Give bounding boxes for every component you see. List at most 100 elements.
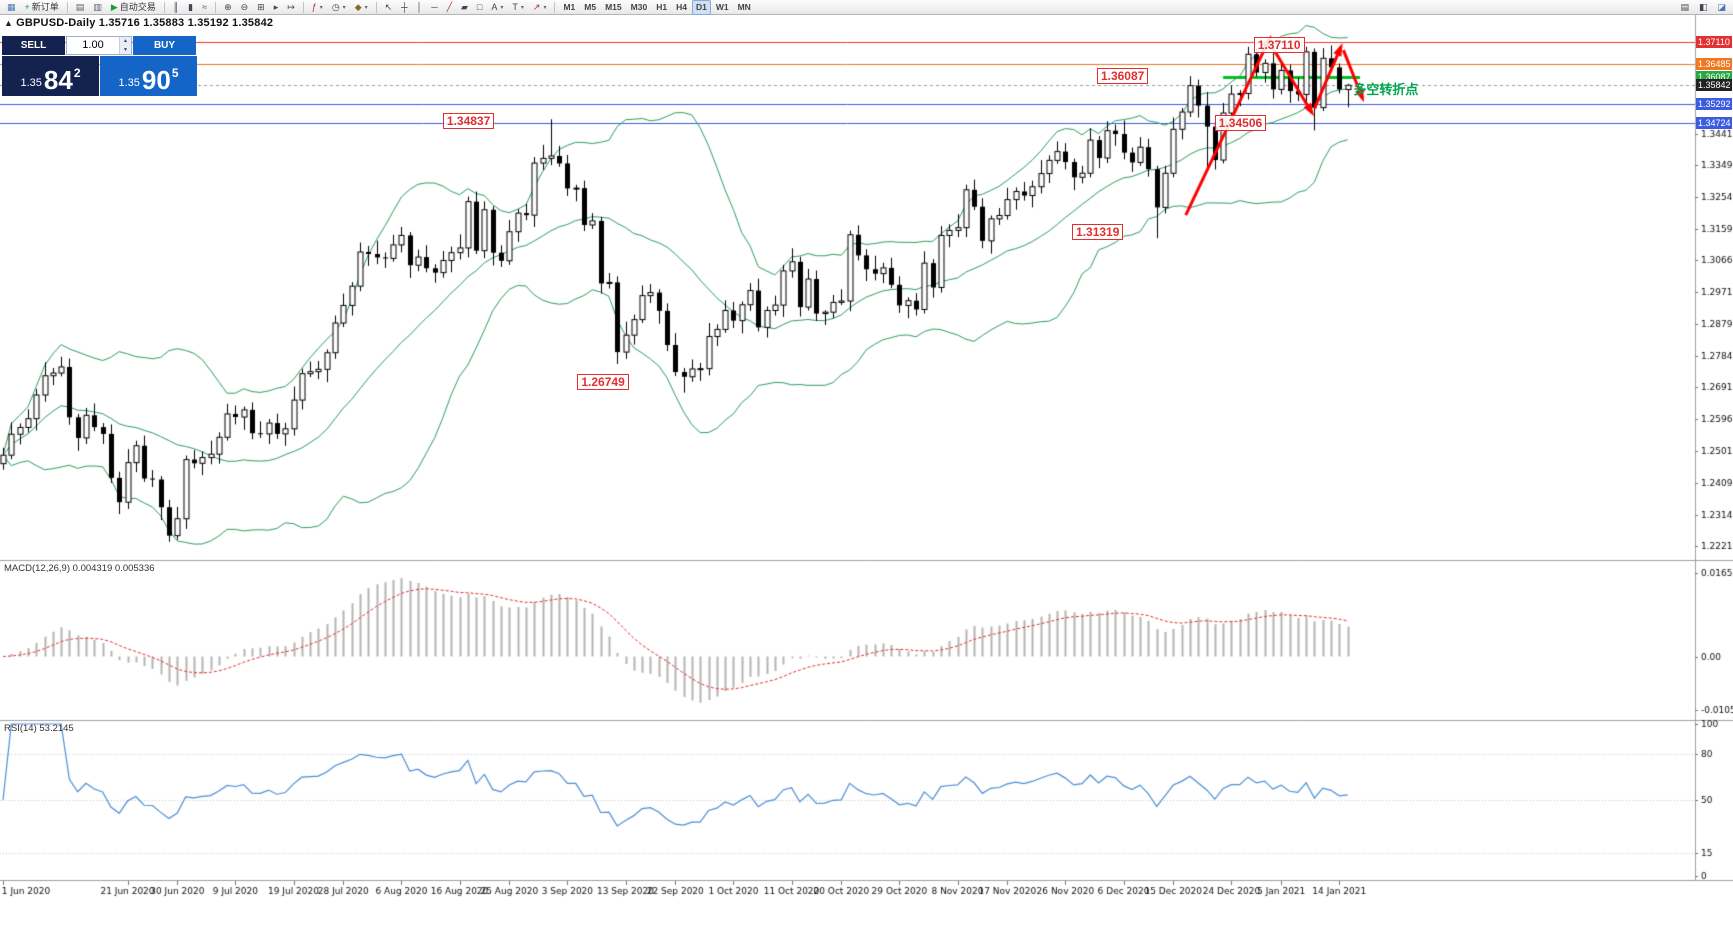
axis-price-tag: 1.35842 xyxy=(1696,79,1732,92)
ask-price-prefix: 1.35 xyxy=(118,77,140,89)
horizontal-line-icon[interactable]: ─ xyxy=(427,0,441,15)
zoom-out-icon[interactable]: ⊖ xyxy=(237,0,253,15)
app-icon: ▦ xyxy=(7,1,16,12)
window-layout-icon: ◧ xyxy=(1698,1,1708,12)
text-icon: A xyxy=(491,1,498,12)
text-icon[interactable]: A ▾ xyxy=(487,0,507,15)
window-layout-icon[interactable]: ◧ xyxy=(1695,0,1712,15)
auto-trading-icon: ▶ xyxy=(110,1,118,12)
chart-price-label[interactable]: 1.37110 xyxy=(1253,37,1305,54)
ask-price-point: 5 xyxy=(171,66,179,80)
toolbox-panel-icon: ◪ xyxy=(1717,1,1726,12)
toolbox-panel-icon[interactable]: ◪ xyxy=(1713,0,1730,15)
rsi-title: RSI(14) xyxy=(4,723,37,734)
timeframe-m15-button[interactable]: M15 xyxy=(605,2,622,12)
auto-scroll-icon[interactable]: ▸ xyxy=(270,0,283,15)
bid-price-prefix: 1.35 xyxy=(20,77,42,89)
app-icon[interactable]: ▦ xyxy=(3,0,20,15)
cursor-icon: ↖ xyxy=(384,1,393,12)
bid-price-pips: 84 xyxy=(43,65,73,95)
periods-icon: ◷ xyxy=(331,1,340,12)
text-label-icon[interactable]: T ▾ xyxy=(508,0,528,15)
bid-price[interactable]: 1.35 84 2 xyxy=(2,56,99,96)
timeframe-w1-button[interactable]: W1 xyxy=(715,2,729,12)
axis-price-tag: 1.34724 xyxy=(1696,117,1732,130)
chart-price-label[interactable]: 1.31319 xyxy=(1072,224,1124,241)
line-chart-icon: ≈ xyxy=(202,1,208,12)
chevron-down-icon: ▾ xyxy=(364,4,368,11)
chart-price-label[interactable]: 1.36087 xyxy=(1096,67,1149,84)
sell-button[interactable]: SELL xyxy=(2,36,65,55)
buy-button[interactable]: BUY xyxy=(133,36,196,55)
templates-icon[interactable]: ◆ ▾ xyxy=(351,0,372,15)
chart-note-text[interactable]: 多空转折点 xyxy=(1353,82,1419,98)
auto-trading-button[interactable]: ▶ 自动交易 xyxy=(107,0,160,15)
new-order-button[interactable]: + 新订单 xyxy=(21,0,63,15)
chevron-down-icon: ▾ xyxy=(543,4,547,11)
crosshair-icon[interactable]: ┼ xyxy=(397,0,411,15)
auto-scroll-icon: ▸ xyxy=(273,1,279,12)
volume-value[interactable]: 1.00 xyxy=(82,39,104,51)
trendline-icon[interactable]: ╱ xyxy=(443,0,456,15)
templates-icon: ◆ xyxy=(354,1,362,12)
chart-list-icon[interactable]: ▤ xyxy=(1676,0,1693,15)
auto-trading-button-label: 自动交易 xyxy=(119,1,156,12)
profiles-icon[interactable]: ▤ xyxy=(72,0,89,15)
vertical-line-icon: │ xyxy=(416,1,423,12)
line-chart-icon[interactable]: ≈ xyxy=(198,0,211,15)
axis-price-tag: 1.37110 xyxy=(1696,36,1732,49)
volume-spinner[interactable]: ▲ ▼ xyxy=(119,37,131,54)
tile-windows-icon[interactable]: ⊞ xyxy=(253,0,269,15)
bar-chart-icon[interactable]: ║ xyxy=(169,0,183,15)
candlestick-chart-icon[interactable]: ▮ xyxy=(184,0,197,15)
volume-stepper[interactable]: 1.00 ▲ ▼ xyxy=(66,36,132,55)
indicators-icon: ƒ xyxy=(311,1,317,12)
chart-shift-icon[interactable]: ↦ xyxy=(283,0,299,15)
vertical-line-icon[interactable]: │ xyxy=(413,0,427,15)
macd-indicator-label: MACD(12,26,9) 0.004319 0.005336 xyxy=(4,563,155,574)
axis-price-tag: 1.36485 xyxy=(1696,57,1732,70)
equidistant-channel-icon[interactable]: ▰ xyxy=(457,0,472,15)
axis-price-tag: 1.35292 xyxy=(1696,97,1732,110)
shapes-icon[interactable]: □ xyxy=(473,0,486,15)
ask-price-pips: 90 xyxy=(141,65,171,95)
toolbar: ▦ + 新订单 ▤ ▥ ▶ 自动交易 ║ ▮ ≈ ⊕ ⊖ ⊞ ▸ ↦ ƒ ▾ ◷ ▾ ◆ ▾ ↖ ┼ │ ─ ╱ ▰ □ A ▾ T ▾ ↗ ▾ M… xyxy=(0,0,1733,15)
quote-line: ▲ GBPUSD-Daily 1.35716 1.35883 1.35192 1.… xyxy=(4,17,273,29)
macd-values: 0.004319 0.005336 xyxy=(72,563,155,574)
charts-icon[interactable]: ▥ xyxy=(89,0,106,15)
timeframe-d1-button[interactable]: D1 xyxy=(691,0,711,15)
bar-chart-icon: ║ xyxy=(172,1,180,12)
chart-price-label[interactable]: 1.34506 xyxy=(1214,115,1267,132)
timeframe-m5-button[interactable]: M5 xyxy=(584,2,597,12)
chart-shift-icon: ↦ xyxy=(287,1,295,12)
chevron-down-icon: ▾ xyxy=(342,4,346,11)
rsi-indicator-label: RSI(14) 53.2145 xyxy=(4,723,74,734)
profiles-icon: ▤ xyxy=(75,1,85,12)
ask-price[interactable]: 1.35 90 5 xyxy=(100,56,197,96)
spinner-up-icon[interactable]: ▲ xyxy=(120,37,131,46)
chart-price-label[interactable]: 1.34837 xyxy=(442,113,495,130)
trendline-icon: ╱ xyxy=(446,1,452,12)
oct-collapse-icon[interactable]: ▲ xyxy=(4,18,14,28)
one-click-trading-panel: SELL 1.00 ▲ ▼ BUY 1.35 84 2 1.35 90 5 xyxy=(2,36,198,96)
equidistant-channel-icon: ▰ xyxy=(461,1,468,12)
cursor-icon[interactable]: ↖ xyxy=(381,0,397,15)
timeframe-m1-button[interactable]: M1 xyxy=(563,2,576,12)
zoom-in-icon[interactable]: ⊕ xyxy=(220,0,236,15)
timeframe-h4-button[interactable]: H4 xyxy=(676,2,687,12)
indicators-icon[interactable]: ƒ ▾ xyxy=(308,0,327,15)
arrows-icon[interactable]: ↗ ▾ xyxy=(529,0,551,15)
bid-price-point: 2 xyxy=(73,66,81,80)
new-order-icon: + xyxy=(24,1,30,12)
chart-price-label[interactable]: 1.26749 xyxy=(577,374,629,391)
periods-icon[interactable]: ◷ ▾ xyxy=(328,0,350,15)
timeframe-h1-button[interactable]: H1 xyxy=(656,2,668,12)
quote-text: GBPUSD-Daily 1.35716 1.35883 1.35192 1.3… xyxy=(16,17,274,29)
spinner-down-icon[interactable]: ▼ xyxy=(120,45,131,54)
timeframe-m30-button[interactable]: M30 xyxy=(630,2,648,12)
tile-windows-icon: ⊞ xyxy=(257,1,265,12)
text-label-icon: T xyxy=(512,1,518,12)
timeframe-mn-button[interactable]: MN xyxy=(737,2,751,12)
